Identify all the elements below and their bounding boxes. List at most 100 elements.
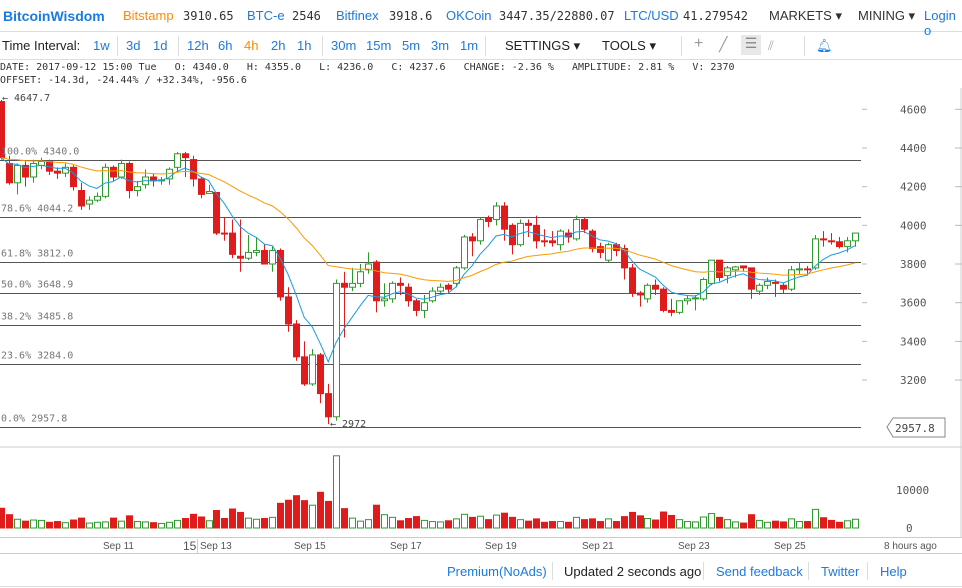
candle-up[interactable] bbox=[134, 186, 141, 192]
candle-up[interactable] bbox=[557, 230, 564, 246]
candle-up[interactable] bbox=[461, 236, 468, 269]
candle-down[interactable] bbox=[485, 217, 492, 222]
help-link[interactable]: Help bbox=[880, 564, 907, 579]
candle-down[interactable] bbox=[397, 282, 404, 286]
candle-down[interactable] bbox=[836, 241, 843, 248]
candle-down[interactable] bbox=[740, 265, 747, 269]
candle-down[interactable] bbox=[780, 284, 787, 290]
candle-up[interactable] bbox=[692, 297, 699, 300]
candle-down[interactable] bbox=[301, 356, 308, 385]
candle-down[interactable] bbox=[22, 164, 29, 178]
candle-down[interactable] bbox=[277, 249, 284, 298]
twitter-link[interactable]: Twitter bbox=[821, 564, 860, 579]
candle-up[interactable] bbox=[14, 164, 21, 184]
line-tool-icon[interactable]: ╱ bbox=[719, 36, 728, 52]
interval-6h[interactable]: 6h bbox=[218, 38, 233, 53]
fan-tool-icon[interactable]: ⫽ bbox=[768, 38, 774, 53]
candle-down[interactable] bbox=[541, 240, 548, 243]
candle-down[interactable] bbox=[445, 284, 452, 290]
interval-12h[interactable]: 12h bbox=[187, 38, 209, 53]
interval-1h[interactable]: 1h bbox=[297, 38, 312, 53]
candle-down[interactable] bbox=[509, 224, 516, 246]
candle-down[interactable] bbox=[293, 323, 300, 358]
ticker-bitfinex[interactable]: Bitfinex bbox=[336, 8, 379, 23]
ticker-bitstamp[interactable]: Bitstamp bbox=[123, 8, 174, 23]
candle-down[interactable] bbox=[772, 281, 779, 284]
candle-down[interactable] bbox=[549, 240, 556, 244]
candle-down[interactable] bbox=[6, 162, 13, 184]
candle-up[interactable] bbox=[102, 166, 109, 197]
candle-down[interactable] bbox=[213, 191, 220, 234]
candle-up[interactable] bbox=[812, 238, 819, 269]
candle-down[interactable] bbox=[54, 170, 61, 174]
candle-up[interactable] bbox=[38, 161, 45, 166]
login-link[interactable]: Login o bbox=[924, 8, 956, 38]
candle-down[interactable] bbox=[637, 292, 644, 296]
candle-up[interactable] bbox=[309, 354, 316, 385]
interval-5m[interactable]: 5m bbox=[402, 38, 421, 53]
candle-up[interactable] bbox=[796, 268, 803, 271]
ticker-btce[interactable]: BTC-e bbox=[247, 8, 285, 23]
markets-menu[interactable]: MARKETS ▾ bbox=[769, 8, 842, 23]
candle-down[interactable] bbox=[804, 268, 811, 271]
candle-up[interactable] bbox=[174, 153, 181, 168]
candle-down[interactable] bbox=[261, 249, 268, 265]
candle-up[interactable] bbox=[421, 302, 428, 311]
candle-down[interactable] bbox=[828, 240, 835, 243]
candle-up[interactable] bbox=[333, 282, 340, 418]
interval-1w[interactable]: 1w bbox=[93, 38, 110, 53]
candle-up[interactable] bbox=[253, 249, 260, 253]
candle-down[interactable] bbox=[182, 153, 189, 159]
candle-down[interactable] bbox=[565, 232, 572, 238]
alert-bell-icon[interactable]: 🔔︎ bbox=[816, 38, 833, 53]
candle-down[interactable] bbox=[413, 300, 420, 311]
candle-down[interactable] bbox=[668, 309, 675, 313]
candle-down[interactable] bbox=[589, 230, 596, 250]
candle-up[interactable] bbox=[381, 298, 388, 302]
candle-down[interactable] bbox=[652, 284, 659, 290]
candle-up[interactable] bbox=[477, 219, 484, 242]
candle-up[interactable] bbox=[245, 251, 252, 259]
candle-down[interactable] bbox=[317, 354, 324, 395]
candle-up[interactable] bbox=[389, 282, 396, 300]
ticker-okcoin[interactable]: OKCoin bbox=[446, 8, 492, 23]
interval-4h[interactable]: 4h bbox=[244, 38, 259, 53]
candle-up[interactable] bbox=[493, 205, 500, 221]
candle-up[interactable] bbox=[684, 298, 691, 302]
candle-up[interactable] bbox=[269, 249, 276, 265]
candle-down[interactable] bbox=[78, 190, 85, 207]
tools-menu[interactable]: TOOLS ▾ bbox=[602, 38, 656, 53]
mining-menu[interactable]: MINING ▾ bbox=[858, 8, 916, 23]
candle-down[interactable] bbox=[716, 259, 723, 279]
candle-down[interactable] bbox=[70, 166, 77, 188]
interval-2h[interactable]: 2h bbox=[271, 38, 286, 53]
interval-15m[interactable]: 15m bbox=[366, 38, 392, 53]
ticker-ltcusd[interactable]: LTC/USD bbox=[624, 8, 679, 23]
premium-link[interactable]: Premium(NoAds) bbox=[447, 564, 547, 579]
candle-up[interactable] bbox=[764, 280, 771, 286]
candle-down[interactable] bbox=[581, 219, 588, 230]
candle-down[interactable] bbox=[525, 222, 532, 226]
candle-down[interactable] bbox=[820, 238, 827, 241]
candle-down[interactable] bbox=[325, 393, 332, 418]
fib-tool-icon[interactable]: ☰ bbox=[741, 35, 761, 55]
price-chart[interactable]: 4600 4400 4200 4000 3800 3600 3400 3200 10000 0 10… bbox=[0, 0, 962, 537]
candle-down[interactable] bbox=[110, 166, 117, 178]
candle-down[interactable] bbox=[126, 162, 133, 192]
candle-down[interactable] bbox=[221, 232, 228, 235]
candle-down[interactable] bbox=[285, 296, 292, 325]
candle-up[interactable] bbox=[844, 240, 851, 248]
candle-up[interactable] bbox=[349, 282, 356, 288]
interval-3m[interactable]: 3m bbox=[431, 38, 450, 53]
candle-up[interactable] bbox=[676, 300, 683, 313]
interval-30m[interactable]: 30m bbox=[331, 38, 357, 53]
send-feedback-link[interactable]: Send feedback bbox=[716, 564, 803, 579]
candle-down[interactable] bbox=[190, 159, 197, 180]
candle-down[interactable] bbox=[501, 205, 508, 230]
crosshair-tool-icon[interactable]: + bbox=[694, 35, 704, 52]
candle-up[interactable] bbox=[30, 162, 37, 178]
candle-down[interactable] bbox=[629, 267, 636, 294]
candle-down[interactable] bbox=[469, 236, 476, 242]
candle-down[interactable] bbox=[373, 261, 380, 302]
candle-up[interactable] bbox=[732, 266, 739, 271]
